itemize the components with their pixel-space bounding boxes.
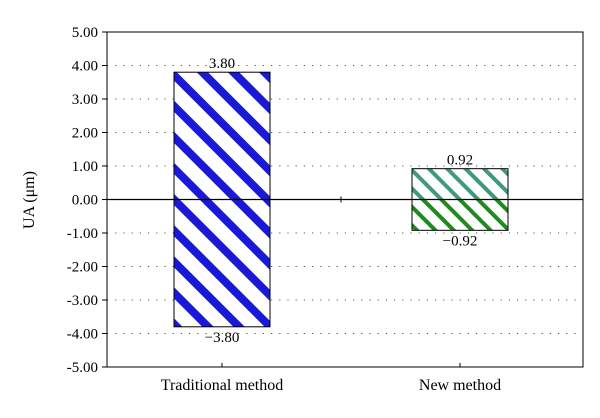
y-tick-label: 5.00 xyxy=(72,25,98,41)
data-label-lower: −3.80 xyxy=(205,330,240,346)
y-axis-title: UA (μm) xyxy=(21,171,38,229)
grid-lines xyxy=(107,65,583,334)
data-labels: 3.80 −3.80 0.92 −0.92 xyxy=(205,56,478,346)
y-tick-label: 2.00 xyxy=(72,126,98,142)
y-tick-label: 3.00 xyxy=(72,92,98,108)
x-labels: Traditional method New method xyxy=(161,363,501,394)
y-tick-label: -4.00 xyxy=(67,327,98,343)
y-tick-label: -5.00 xyxy=(67,360,98,376)
y-tick-label: -1.00 xyxy=(67,226,98,242)
data-label-upper: 3.80 xyxy=(209,56,235,72)
y-tick-label: 4.00 xyxy=(72,59,98,75)
data-label-lower: −0.92 xyxy=(443,233,478,249)
bar-lower xyxy=(412,199,508,231)
y-tick-label: -3.00 xyxy=(67,293,98,309)
bar-upper xyxy=(412,168,508,200)
zero-line-group xyxy=(107,196,583,203)
category-label: Traditional method xyxy=(161,377,284,394)
y-tick-label: 1.00 xyxy=(72,159,98,175)
bar-lower xyxy=(174,199,270,327)
y-tick-label: 0.00 xyxy=(72,193,98,209)
category-label: New method xyxy=(419,377,501,394)
y-ticks: 5.00 4.00 3.00 2.00 1.00 0.00 -1.00 -2.00 -3.00 -… xyxy=(67,25,107,376)
bars xyxy=(173,71,509,328)
bar-upper xyxy=(174,72,270,200)
data-label-upper: 0.92 xyxy=(447,153,473,169)
y-tick-label: -2.00 xyxy=(67,260,98,276)
